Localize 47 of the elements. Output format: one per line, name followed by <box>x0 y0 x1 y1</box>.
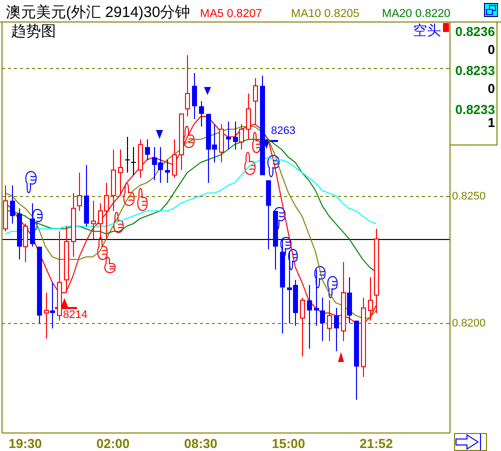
candlestick <box>130 146 136 176</box>
candlestick <box>124 136 130 174</box>
candlestick <box>77 172 82 212</box>
text: 0 <box>488 42 495 57</box>
candlestick <box>314 269 319 326</box>
y-tick-label: 0.8250 <box>452 190 486 202</box>
x-tick-label: 15:00 <box>272 436 306 451</box>
text: 0.8233 <box>455 63 495 78</box>
candlestick <box>145 138 150 160</box>
x-tick-label: 19:30 <box>8 436 42 451</box>
candlestick <box>192 72 197 120</box>
candlestick <box>226 121 231 150</box>
candlestick <box>185 54 190 117</box>
text: 空头 <box>413 22 441 38</box>
candlestick <box>368 276 373 322</box>
candlestick <box>199 100 204 128</box>
chart-title: 澳元美元(外汇 2914)30分钟 <box>6 4 190 21</box>
annotation: 8214 <box>63 309 88 321</box>
text: 1 <box>488 115 495 130</box>
candlestick <box>50 282 55 329</box>
x-tick-label: 08:30 <box>184 436 218 451</box>
candlestick <box>172 138 177 178</box>
candlestick <box>233 121 238 150</box>
text: 0.8236 <box>455 24 495 39</box>
candlestick <box>347 276 352 324</box>
candlestick <box>219 124 224 163</box>
candlestick <box>10 184 15 224</box>
candlestick <box>118 149 123 196</box>
annotation: 8263 <box>271 125 296 137</box>
y-tick-label: 0.8200 <box>452 317 486 330</box>
text: 0 <box>488 81 495 96</box>
candlestick <box>44 292 49 340</box>
text: MA20 0.8220 <box>382 8 450 20</box>
text: MA10 0.8205 <box>291 8 360 20</box>
candlestick <box>334 307 339 352</box>
candlestick <box>239 124 244 150</box>
x-tick-label: 02:00 <box>96 436 130 451</box>
candlestick <box>165 159 170 184</box>
candlestick <box>23 223 28 262</box>
text: MA5 0.8207 <box>200 8 262 20</box>
x-tick-label: 21:52 <box>360 436 393 451</box>
candlestick <box>320 297 325 342</box>
text: 0.8233 <box>455 102 495 117</box>
candlestick <box>307 284 312 350</box>
candlestick <box>91 200 96 240</box>
candlestick <box>300 297 305 357</box>
chart-subtitle: 趋势图 <box>11 23 56 40</box>
